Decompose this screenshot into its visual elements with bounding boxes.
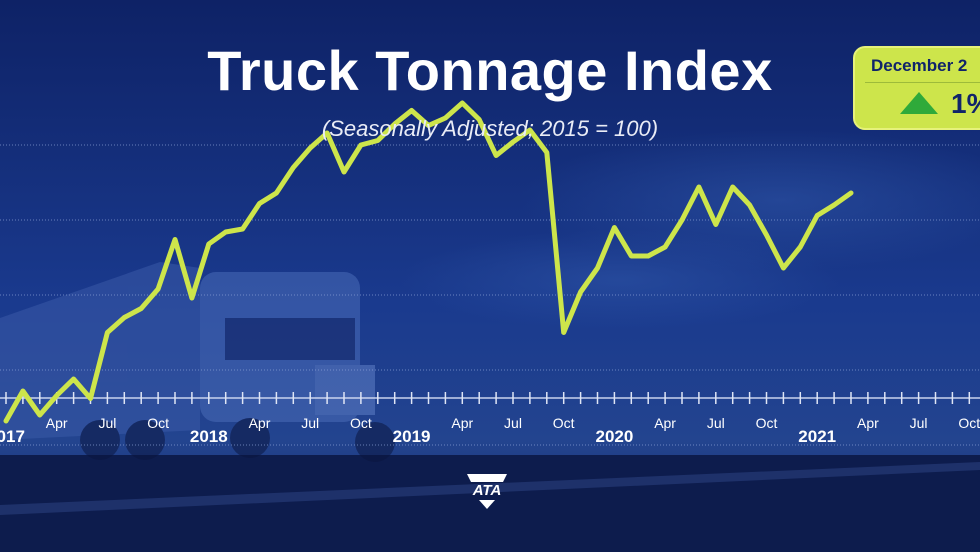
x-tick-label-month: Jul bbox=[910, 415, 928, 431]
x-tick-label-month: Oct bbox=[350, 415, 372, 431]
x-tick-label-year: 2021 bbox=[798, 427, 836, 446]
x-tick-label-month: Apr bbox=[46, 415, 68, 431]
x-tick-label-month: Jul bbox=[707, 415, 725, 431]
x-tick-label-year: 2020 bbox=[595, 427, 633, 446]
x-tick-label-year: 2018 bbox=[190, 427, 228, 446]
x-tick-label-month: Jul bbox=[98, 415, 116, 431]
callout-value: 1% bbox=[951, 88, 980, 119]
x-tick-label-year: 2017 bbox=[0, 427, 25, 446]
road-line bbox=[0, 462, 980, 515]
chart-subtitle: (Seasonally Adjusted; 2015 = 100) bbox=[321, 116, 659, 141]
x-tick-label-month: Apr bbox=[654, 415, 676, 431]
chart-title: Truck Tonnage Index bbox=[207, 39, 773, 102]
x-tick-label-month: Oct bbox=[147, 415, 169, 431]
series-line bbox=[3, 100, 854, 424]
x-tick-label-month: Oct bbox=[553, 415, 575, 431]
callout-label: December 2 bbox=[871, 56, 968, 75]
cloud bbox=[400, 230, 840, 330]
x-tick-label-month: Apr bbox=[857, 415, 879, 431]
change-callout: December 2 1% bbox=[853, 46, 980, 130]
x-tick-label-year: 2019 bbox=[393, 427, 431, 446]
callout-divider bbox=[865, 82, 980, 83]
x-tick-label-month: Oct bbox=[756, 415, 778, 431]
x-tick-label-month: Oct bbox=[958, 415, 980, 431]
x-tick-label-month: Apr bbox=[249, 415, 271, 431]
x-tick-label-month: Jul bbox=[504, 415, 522, 431]
ata-logo-icon bbox=[467, 474, 507, 509]
truck-silhouette bbox=[0, 262, 395, 462]
x-tick-label-month: Jul bbox=[301, 415, 319, 431]
x-tick-label-month: Apr bbox=[451, 415, 473, 431]
logo-text: ATA bbox=[472, 482, 502, 499]
ata-logo: ATA bbox=[463, 468, 511, 510]
up-arrow-icon bbox=[900, 92, 938, 114]
